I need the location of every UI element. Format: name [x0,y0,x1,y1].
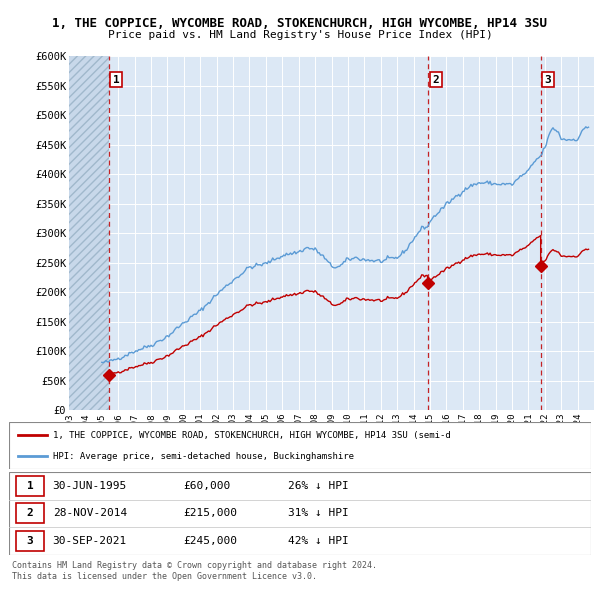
Text: 26% ↓ HPI: 26% ↓ HPI [289,481,349,491]
FancyBboxPatch shape [16,476,44,496]
FancyBboxPatch shape [9,472,591,555]
Text: 3: 3 [545,75,551,84]
Text: 30-SEP-2021: 30-SEP-2021 [53,536,127,546]
Text: £215,000: £215,000 [184,509,238,518]
Text: Contains HM Land Registry data © Crown copyright and database right 2024.: Contains HM Land Registry data © Crown c… [12,560,377,569]
Text: 1, THE COPPICE, WYCOMBE ROAD, STOKENCHURCH, HIGH WYCOMBE, HP14 3SU (semi-d: 1, THE COPPICE, WYCOMBE ROAD, STOKENCHUR… [53,431,451,440]
Text: £245,000: £245,000 [184,536,238,546]
Text: 3: 3 [26,536,34,546]
Text: This data is licensed under the Open Government Licence v3.0.: This data is licensed under the Open Gov… [12,572,317,581]
Text: 1: 1 [26,481,34,491]
FancyBboxPatch shape [16,503,44,523]
Text: 28-NOV-2014: 28-NOV-2014 [53,509,127,518]
Text: 31% ↓ HPI: 31% ↓ HPI [289,509,349,518]
Text: Price paid vs. HM Land Registry's House Price Index (HPI): Price paid vs. HM Land Registry's House … [107,30,493,40]
Text: 42% ↓ HPI: 42% ↓ HPI [289,536,349,546]
Text: 30-JUN-1995: 30-JUN-1995 [53,481,127,491]
Text: 1: 1 [113,75,119,84]
FancyBboxPatch shape [9,422,591,469]
FancyBboxPatch shape [16,531,44,550]
Text: £60,000: £60,000 [184,481,231,491]
Bar [69,56,109,410]
Text: 2: 2 [433,75,439,84]
Text: HPI: Average price, semi-detached house, Buckinghamshire: HPI: Average price, semi-detached house,… [53,452,353,461]
Text: 1, THE COPPICE, WYCOMBE ROAD, STOKENCHURCH, HIGH WYCOMBE, HP14 3SU: 1, THE COPPICE, WYCOMBE ROAD, STOKENCHUR… [53,17,548,30]
Text: 2: 2 [26,509,34,518]
